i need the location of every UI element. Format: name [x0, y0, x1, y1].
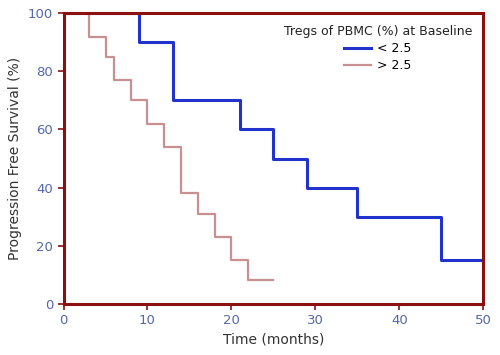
Legend: < 2.5, > 2.5: < 2.5, > 2.5	[278, 20, 477, 77]
X-axis label: Time (months): Time (months)	[222, 333, 324, 347]
Y-axis label: Progression Free Survival (%): Progression Free Survival (%)	[8, 57, 22, 260]
